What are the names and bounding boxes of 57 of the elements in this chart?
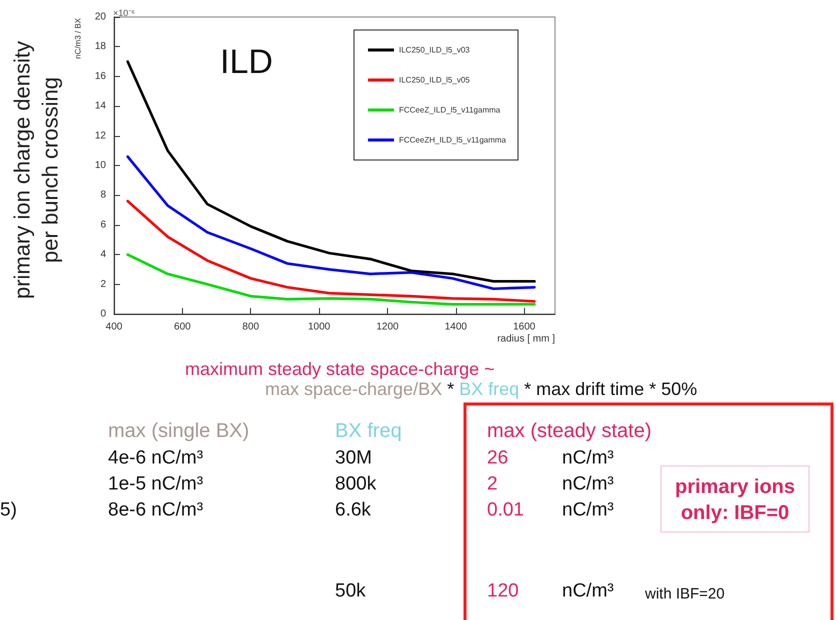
legend-label: ILC250_ILD_l5_v05: [398, 76, 470, 84]
text: max (steady state): [487, 420, 652, 442]
legend-label: FCCeeZH_ILD_l5_v11gamma: [398, 136, 507, 144]
y-tick-label: 16: [94, 70, 106, 82]
annotation: ×10⁻⁶: [113, 8, 136, 18]
text: primary ions only: IBF=0: [674, 476, 796, 524]
legend-label: FCCeeZ_ILD_l5_v11gamma: [398, 106, 501, 114]
line-series: [126, 200, 536, 303]
y-tick-label: 20: [94, 12, 106, 22]
y-tick-label: 6: [100, 219, 106, 230]
text: 50k: [335, 580, 366, 602]
x-tick-label: 1600: [513, 322, 536, 332]
text: nC/m³: [562, 580, 614, 602]
x-tick-label: 800: [242, 322, 260, 332]
text: 0.01: [487, 500, 524, 520]
text: 800k: [335, 474, 377, 494]
text: max space-charge/BX: [265, 379, 448, 399]
text: nC/m³: [562, 500, 614, 520]
text: BX freq: [459, 379, 524, 399]
text: 120: [487, 580, 519, 602]
line-series: [126, 155, 536, 290]
text: max (single BX): [108, 420, 250, 442]
y-tick-label: 14: [94, 100, 106, 112]
text: ILD: [220, 43, 273, 81]
x-tick-label: 1000: [308, 322, 331, 332]
text: 5): [0, 500, 17, 520]
y-tick-label: 4: [100, 249, 106, 260]
x-axis-title: radius [ mm ]: [497, 334, 556, 344]
y-tick-label: 0: [100, 308, 106, 320]
text: 4e-6 nC/m³: [108, 448, 204, 468]
text: maximum steady state space-charge ~: [185, 359, 495, 379]
text: 30M: [335, 448, 372, 468]
text: 2: [487, 474, 498, 494]
text: * max drift time * 50%: [524, 379, 698, 399]
y-tick-label: 12: [94, 130, 106, 142]
y-axis-title: nC/m3 / BX: [74, 17, 82, 59]
text: nC/m³: [562, 448, 614, 468]
text: 6.6k: [335, 500, 372, 520]
x-tick-label: 1400: [444, 322, 468, 332]
y-tick-label: 18: [94, 41, 106, 52]
x-tick-label: 600: [174, 322, 192, 332]
y-tick-label: 8: [100, 190, 106, 201]
legend-label: ILC250_ILD_l5_v03: [398, 46, 470, 54]
x-tick-label: 1200: [376, 322, 400, 332]
x-tick-label: 400: [106, 322, 123, 332]
text: 1e-5 nC/m³: [108, 474, 204, 494]
text: 26: [487, 448, 508, 468]
y-tick-label: 10: [94, 160, 106, 171]
text: *: [447, 379, 460, 399]
text: per bunch crossing: [38, 77, 62, 263]
y-tick-label: 2: [100, 278, 106, 290]
text: with IBF=20: [644, 586, 725, 602]
text: nC/m³: [562, 474, 614, 494]
text: 8e-6 nC/m³: [108, 500, 204, 520]
text: primary ion charge density: [10, 40, 34, 300]
line-series: [126, 253, 536, 306]
text: BX freq: [335, 420, 402, 442]
